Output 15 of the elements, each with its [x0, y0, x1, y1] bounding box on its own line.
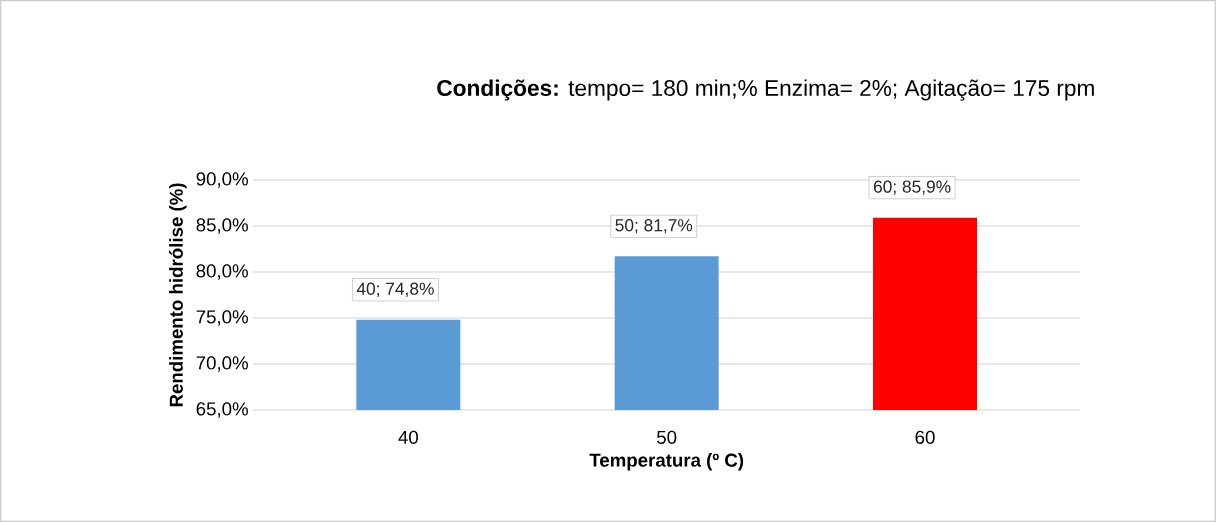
x-axis-title: Temperatura (º C)	[589, 453, 744, 471]
data-label: 40; 74,8%	[356, 282, 434, 297]
y-tick-label: 70,0%	[196, 356, 248, 372]
y-tick-label: 90,0%	[196, 172, 248, 188]
x-tick-label: 60	[915, 430, 935, 444]
data-label: 60; 85,9%	[873, 180, 951, 195]
x-tick-label: 40	[398, 430, 418, 444]
y-tick-label: 65,0%	[196, 402, 248, 418]
data-label: 50; 81,7%	[615, 219, 693, 234]
x-tick-label: 50	[657, 430, 677, 444]
y-tick-label: 75,0%	[196, 310, 248, 326]
y-tick-label: 85,0%	[196, 218, 248, 234]
chart-title: Condições: tempo= 180 min;% Enzima= 2%; Agitação= 175 rpm	[437, 79, 1094, 101]
y-tick-label: 80,0%	[196, 264, 248, 280]
y-axis-title: Rendimento hidrólise (%)	[168, 183, 187, 407]
